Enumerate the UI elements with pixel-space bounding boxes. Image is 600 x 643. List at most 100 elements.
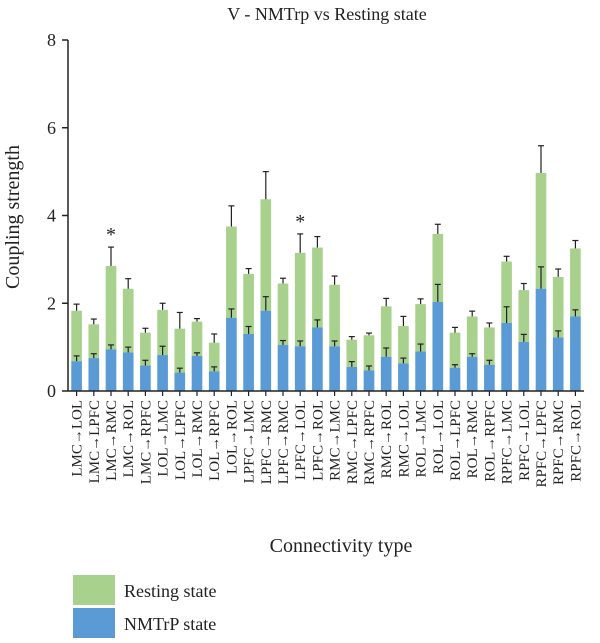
legend-swatch — [73, 608, 115, 638]
x-tick-label: LMC→ROL — [121, 400, 137, 478]
x-tick-label: ROL→RPFC — [482, 400, 498, 482]
x-tick-label: RPFC→LOL — [517, 400, 533, 481]
bar-resting-state — [484, 327, 495, 365]
bar-resting-state — [277, 283, 289, 345]
bar-nmtrp-state — [191, 355, 203, 391]
bar-nmtrp-state — [380, 356, 392, 391]
bar-nmtrp-state — [88, 358, 100, 391]
x-tick-label: ROL→LMC — [414, 400, 430, 478]
bar-nmtrp-state — [398, 363, 409, 391]
bar-resting-state — [552, 276, 564, 338]
bar-resting-state — [243, 273, 254, 334]
bar-resting-state — [157, 309, 168, 356]
x-tick-label: RMC→LOL — [396, 400, 412, 478]
y-tick-label: 8 — [47, 30, 56, 50]
bar-nmtrp-state — [122, 352, 134, 391]
bar-nmtrp-state — [140, 365, 151, 391]
bar-nmtrp-state — [501, 322, 512, 391]
legend-swatch — [73, 575, 115, 605]
x-axis: LMC→LOL LMC→LPFC LMC→RMC LMC→ROL LMC→RPFC LOL… — [68, 390, 584, 488]
bar-nmtrp-state — [157, 355, 168, 391]
x-tick-label: RPFC→LPFC — [534, 400, 550, 488]
x-tick-label: LMC→LOL — [70, 400, 86, 477]
bar-resting-state — [312, 247, 323, 328]
bar-nmtrp-state — [346, 366, 358, 391]
bar-resting-state — [329, 284, 340, 347]
bar-nmtrp-state — [415, 351, 426, 391]
bar-resting-state — [518, 290, 530, 342]
bar-nmtrp-state — [208, 371, 220, 391]
bar-nmtrp-state — [174, 372, 186, 391]
x-tick-label: LOL→RMC — [190, 400, 206, 478]
x-tick-label: ROL→LPFC — [448, 400, 464, 481]
x-tick-label: RMC→LPFC — [345, 400, 361, 484]
bar-resting-state — [570, 248, 581, 317]
bar-resting-state — [415, 304, 426, 352]
bar-nmtrp-state — [570, 316, 581, 391]
legend: Resting state NMTrP state — [73, 575, 217, 638]
bar-nmtrp-state — [449, 367, 461, 391]
x-tick-label: RPFC→LMC — [500, 400, 516, 484]
x-tick-label: ROL→RMC — [465, 400, 481, 478]
bar-resting-state — [88, 324, 100, 359]
bar-resting-state — [174, 328, 186, 373]
bar-resting-state — [105, 265, 117, 350]
x-tick-label: RMC→ROL — [379, 400, 395, 478]
legend-label: Resting state — [124, 581, 217, 601]
bar-nmtrp-state — [484, 364, 495, 391]
bar-resting-state — [260, 199, 272, 311]
x-tick-label: RMC→RPFC — [362, 400, 378, 485]
bar-nmtrp-state — [243, 333, 254, 391]
bar-nmtrp-state — [363, 370, 375, 391]
bar-resting-state — [191, 321, 203, 356]
bar-resting-state — [535, 172, 547, 289]
bar-nmtrp-state — [518, 341, 530, 391]
legend-label: NMTrP state — [124, 614, 216, 634]
x-tick-label: LPFC→LMC — [242, 400, 258, 483]
bars-group: ** — [71, 145, 581, 391]
bar-nmtrp-state — [294, 346, 306, 391]
bar-resting-state — [449, 332, 461, 368]
chart-title: V - NMTrp vs Resting state — [227, 4, 427, 24]
bar-nmtrp-state — [535, 288, 547, 391]
bar-resting-state — [380, 306, 392, 357]
y-tick-label: 0 — [47, 381, 56, 401]
x-tick-label: LPFC→RMC — [259, 400, 275, 484]
y-tick-label: 4 — [47, 206, 56, 226]
bar-resting-state — [140, 332, 151, 366]
bar-resting-state — [363, 335, 375, 371]
x-axis-title: Connectivity type — [270, 535, 413, 557]
significance-marker: * — [295, 211, 305, 233]
x-tick-label: RPFC→RMC — [551, 400, 567, 485]
bar-nmtrp-state — [277, 344, 289, 391]
x-tick-label: RMC→LMC — [328, 400, 344, 481]
x-tick-label: LMC→RPFC — [138, 400, 154, 484]
bar-resting-state — [346, 339, 358, 367]
bar-nmtrp-state — [329, 346, 340, 391]
y-tick-label: 2 — [47, 293, 56, 313]
bar-resting-state — [294, 252, 306, 347]
y-axis: 0 2 4 6 8 — [47, 30, 69, 401]
bar-resting-state — [208, 342, 220, 372]
bar-resting-state — [432, 233, 444, 302]
x-tick-label: LOL→LMC — [156, 400, 172, 477]
bar-resting-state — [226, 226, 237, 318]
x-tick-label: LMC→RMC — [104, 400, 120, 481]
bar-nmtrp-state — [105, 349, 117, 391]
bar-resting-state — [466, 316, 478, 357]
bar-resting-state — [501, 261, 512, 323]
bar-resting-state — [71, 310, 82, 362]
y-tick-label: 6 — [47, 118, 56, 138]
bar-nmtrp-state — [312, 327, 323, 391]
bar-resting-state — [398, 326, 409, 364]
x-tick-label: LOL→ROL — [224, 400, 240, 474]
x-tick-label: ROL→LOL — [431, 400, 447, 474]
x-tick-label: RPFC→ROL — [568, 400, 584, 482]
x-tick-label: LOL→RPFC — [207, 400, 223, 481]
x-tick-label: LOL→LPFC — [173, 400, 189, 480]
bar-nmtrp-state — [226, 317, 237, 391]
significance-marker: * — [106, 224, 116, 246]
bar-nmtrp-state — [260, 310, 272, 391]
x-tick-label: LMC→LPFC — [87, 400, 103, 483]
